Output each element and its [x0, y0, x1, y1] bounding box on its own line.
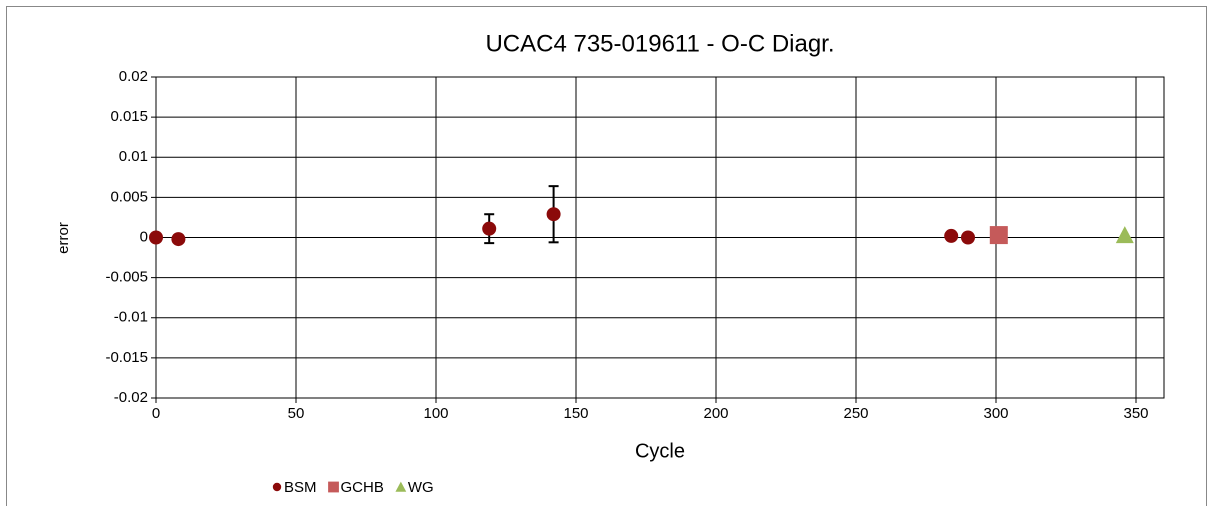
data-point: [1115, 226, 1134, 244]
x-tick-label: 100: [423, 405, 448, 422]
legend-label: BSM: [284, 479, 317, 496]
y-axis-label: error: [55, 222, 72, 254]
x-tick-label: 150: [563, 405, 588, 422]
x-tick-label: 250: [843, 405, 868, 422]
legend-label: WG: [408, 479, 434, 496]
y-tick-label: 0.005: [110, 188, 148, 205]
y-tick-label: 0.015: [110, 108, 148, 125]
x-tick-label: 200: [703, 405, 728, 422]
data-point: [989, 226, 1008, 245]
y-tick-label: -0.02: [114, 389, 148, 406]
x-tick-label: 0: [152, 405, 160, 422]
y-tick-label: 0.01: [119, 148, 148, 165]
y-tick-label: 0: [140, 228, 148, 245]
legend-marker: [395, 481, 407, 492]
data-point: [171, 232, 186, 247]
x-tick-label: 50: [288, 405, 305, 422]
y-tick-label: -0.015: [105, 349, 148, 366]
x-tick-label: 300: [983, 405, 1008, 422]
chart-title: UCAC4 735-019611 - O-C Diagr.: [485, 30, 834, 57]
legend-label: GCHB: [341, 479, 384, 496]
data-point: [546, 207, 561, 222]
legend-marker: [328, 481, 339, 493]
x-tick-label: 350: [1123, 405, 1148, 422]
y-tick-label: 0.02: [119, 68, 148, 85]
y-tick-label: -0.01: [114, 309, 148, 326]
y-tick-label: -0.005: [105, 269, 148, 286]
data-point: [149, 230, 163, 245]
x-axis-label: Cycle: [635, 440, 685, 462]
data-point: [944, 228, 959, 243]
legend-marker: [272, 482, 282, 492]
data-point: [482, 221, 497, 236]
data-point: [961, 230, 975, 245]
chart-frame: [6, 6, 1207, 506]
